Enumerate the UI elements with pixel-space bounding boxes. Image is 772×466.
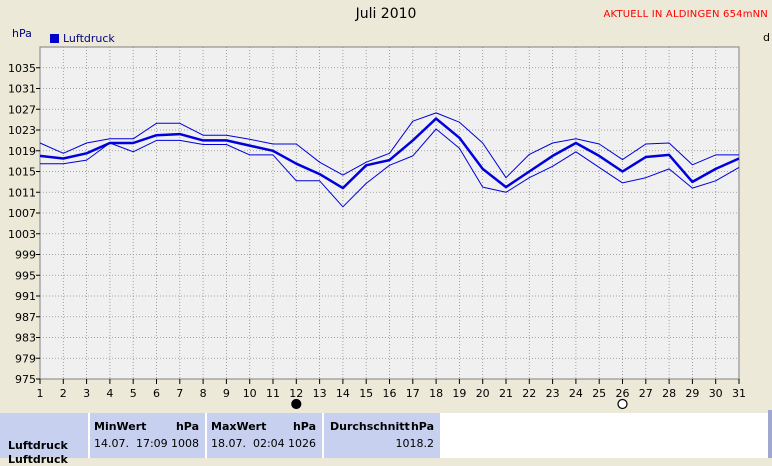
x-tick-label: 21 [499, 387, 513, 400]
x-tick-label: 16 [383, 387, 397, 400]
max-unit: hPa [292, 420, 316, 433]
station-label: AKTUELL IN ALDINGEN 654mNN [603, 9, 768, 20]
y-tick-label: 975 [15, 373, 36, 386]
x-tick-label: 13 [313, 387, 327, 400]
min-value: 1008 [171, 437, 199, 450]
x-tick-label: 7 [176, 387, 183, 400]
x-tick-label: 29 [685, 387, 699, 400]
legend-label: Luftdruck [63, 32, 115, 45]
y-tick-label: 1035 [8, 62, 36, 75]
y-tick-label: 1031 [8, 83, 36, 96]
x-tick-label: 3 [83, 387, 90, 400]
y-axis-unit: hPa [12, 27, 32, 40]
x-tick-label: 26 [616, 387, 630, 400]
series-line-min [40, 128, 740, 208]
x-tick-label: 19 [452, 387, 466, 400]
x-tick-labels: 1 2 3 4 5 6 7 8 9 10 11 12 13 14 15 16 17 18 19 20 21 22 23 24 2… [37, 387, 747, 400]
y-tick-label: 979 [15, 352, 36, 365]
x-tick-label: 2 [60, 387, 67, 400]
x-tick-label: 30 [709, 387, 723, 400]
y-tick-label: 1019 [8, 145, 36, 158]
x-tick-label: 25 [592, 387, 606, 400]
x-tick-label: 31 [732, 387, 746, 400]
x-tick-label: 15 [359, 387, 373, 400]
new-moon-marker [291, 398, 302, 410]
y-tick-label: 1003 [8, 228, 36, 241]
y-tick-labels: 975 979 983 987 991 995 999 1003 1007 1011 1015 101… [8, 62, 36, 386]
x-tick-label: 10 [243, 387, 257, 400]
x-tick-label: 23 [546, 387, 560, 400]
max-datetime: 18.07. 02:04 [211, 437, 285, 450]
min-unit: hPa [175, 420, 199, 433]
stats-table: Luftdruck Luftdruck MinWert hPa 14.07. 1… [0, 413, 772, 466]
y-tick-label: 999 [15, 249, 36, 262]
min-datetime: 14.07. 17:09 [94, 437, 168, 450]
y-tick-label: 987 [15, 311, 36, 324]
x-tick-label: 8 [200, 387, 207, 400]
x-tick-label: 9 [223, 387, 230, 400]
x-tick-label: 5 [130, 387, 137, 400]
y-tick-label: 1027 [8, 103, 36, 116]
x-tick-label: 28 [662, 387, 676, 400]
y-tick-label: 1015 [8, 166, 36, 179]
stats-row-label-cell: Luftdruck Luftdruck [0, 413, 88, 466]
stats-row-label: Luftdruck [8, 439, 68, 452]
stats-min-cell: MinWert hPa 14.07. 17:09 1008 [90, 413, 205, 458]
y-tick-label: 991 [15, 290, 36, 303]
chart-title: Juli 2010 [355, 6, 417, 22]
stats-row-label-2: Luftdruck [8, 453, 68, 466]
right-fragment-label: d [763, 31, 770, 44]
avg-header: Durchschnitt [330, 420, 410, 433]
x-tick-label: 1 [37, 387, 44, 400]
y-tick-label: 1011 [8, 186, 36, 199]
series-line-mean [39, 117, 740, 190]
y-tick-label: 1023 [8, 124, 36, 137]
x-tick-label: 12 [289, 387, 303, 400]
x-tick-label: 6 [153, 387, 160, 400]
max-header: MaxWert [211, 420, 267, 433]
legend-swatch [50, 34, 59, 43]
max-value: 1026 [288, 437, 316, 450]
x-tick-label: 17 [406, 387, 420, 400]
avg-value: 1018.2 [395, 437, 435, 450]
x-tick-label: 18 [429, 387, 443, 400]
scrollbar-edge[interactable] [768, 410, 772, 458]
x-tick-label: 14 [336, 387, 350, 400]
x-tick-label: 20 [476, 387, 490, 400]
x-tick-label: 24 [569, 387, 583, 400]
x-tick-label: 27 [639, 387, 653, 400]
y-tick-label: 983 [15, 332, 36, 345]
series-line-max [39, 112, 739, 179]
stats-max-cell: MaxWert hPa 18.07. 02:04 1026 [207, 413, 322, 458]
series-lines [39, 112, 740, 208]
min-header: MinWert [94, 420, 147, 433]
stats-avg-cell: Durchschnitt hPa 1018.2 [324, 413, 440, 458]
x-tick-label: 4 [106, 387, 113, 400]
legend: Luftdruck [50, 32, 115, 45]
y-tick-label: 995 [15, 269, 36, 282]
y-tick-label: 1007 [8, 207, 36, 220]
x-tick-label: 22 [522, 387, 536, 400]
pressure-chart: 9759799839879919959991003100710111015101… [8, 46, 747, 410]
day-markers [291, 398, 628, 410]
full-moon-marker [617, 398, 628, 410]
avg-unit: hPa [410, 420, 434, 433]
x-tick-label: 11 [266, 387, 280, 400]
